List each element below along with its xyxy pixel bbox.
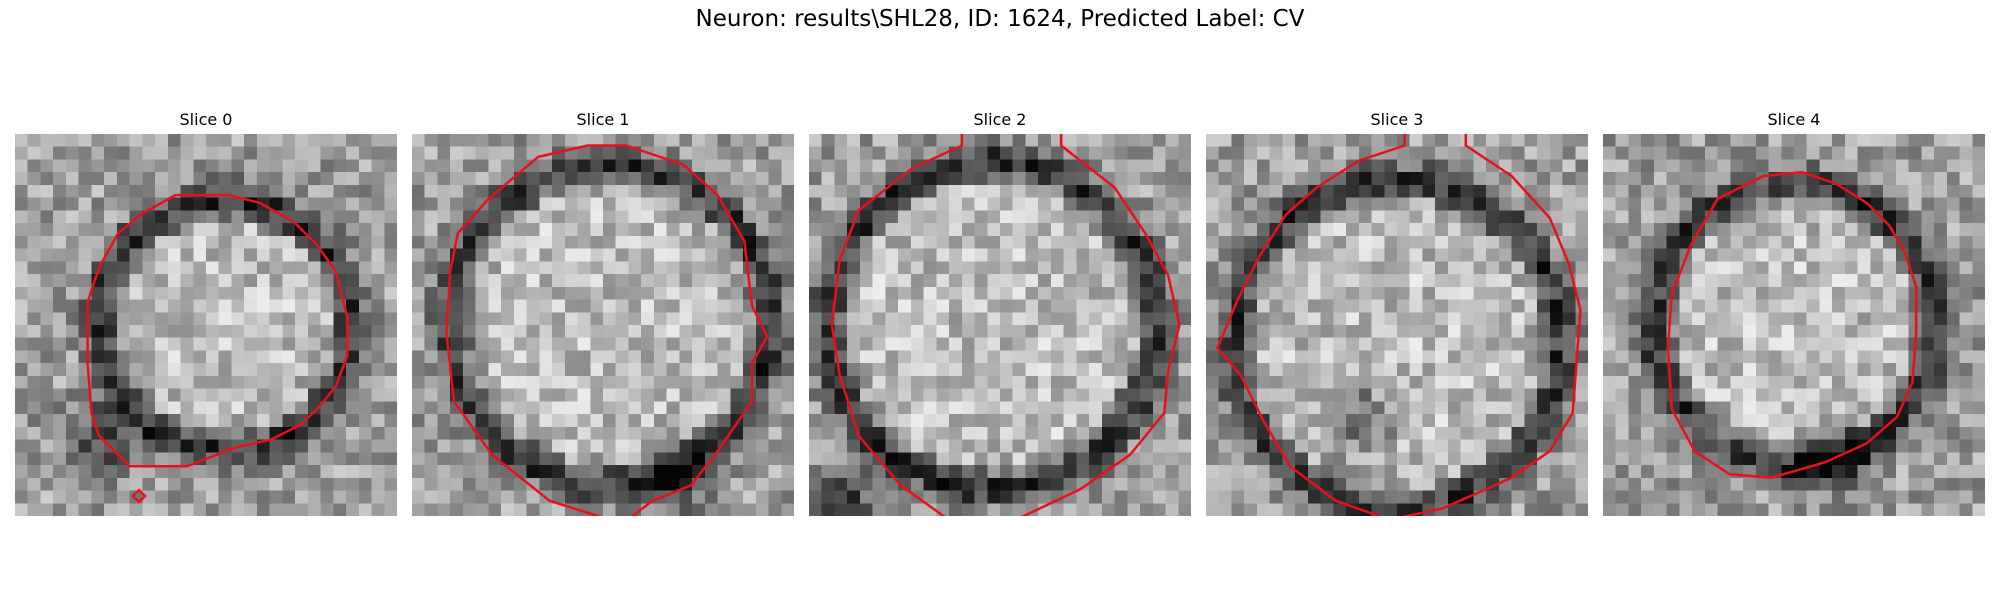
slice-image <box>1603 134 1985 516</box>
cell-boundary-contour <box>86 193 349 468</box>
segmentation-contour-overlay <box>445 144 769 516</box>
slice-title: Slice 1 <box>576 110 630 129</box>
slice-panel-3: Slice 3 <box>1206 108 1588 516</box>
cell-boundary-contour <box>1666 170 1918 480</box>
segmentation-contour-overlay <box>86 193 349 504</box>
slice-image <box>1206 134 1588 516</box>
slice-title: Slice 3 <box>1370 110 1424 129</box>
segmentation-contour-overlay <box>1216 134 1582 516</box>
slice-title: Slice 0 <box>179 110 233 129</box>
small-contour-marker <box>131 488 147 504</box>
grayscale-slice-image <box>15 134 397 516</box>
grayscale-slice-image <box>1603 134 1985 516</box>
slice-panel-2: Slice 2 <box>809 108 1191 516</box>
grayscale-slice-image <box>1206 134 1588 516</box>
slice-image <box>412 134 794 516</box>
slice-title: Slice 4 <box>1767 110 1821 129</box>
segmentation-contour-overlay <box>1666 170 1918 480</box>
figure-title: Neuron: results\SHL28, ID: 1624, Predict… <box>695 6 1305 32</box>
slice-panel-0: Slice 0 <box>15 108 397 516</box>
slice-title: Slice 2 <box>973 110 1027 129</box>
grayscale-slice-image <box>412 134 794 516</box>
slice-image <box>809 134 1191 516</box>
slice-panel-1: Slice 1 <box>412 108 794 516</box>
cell-boundary-contour <box>445 144 769 516</box>
segmentation-contour-overlay <box>830 134 1181 516</box>
cell-boundary-contour <box>1216 134 1582 516</box>
slice-image <box>15 134 397 516</box>
cell-boundary-contour <box>830 134 1181 516</box>
slice-panel-4: Slice 4 <box>1603 108 1985 516</box>
